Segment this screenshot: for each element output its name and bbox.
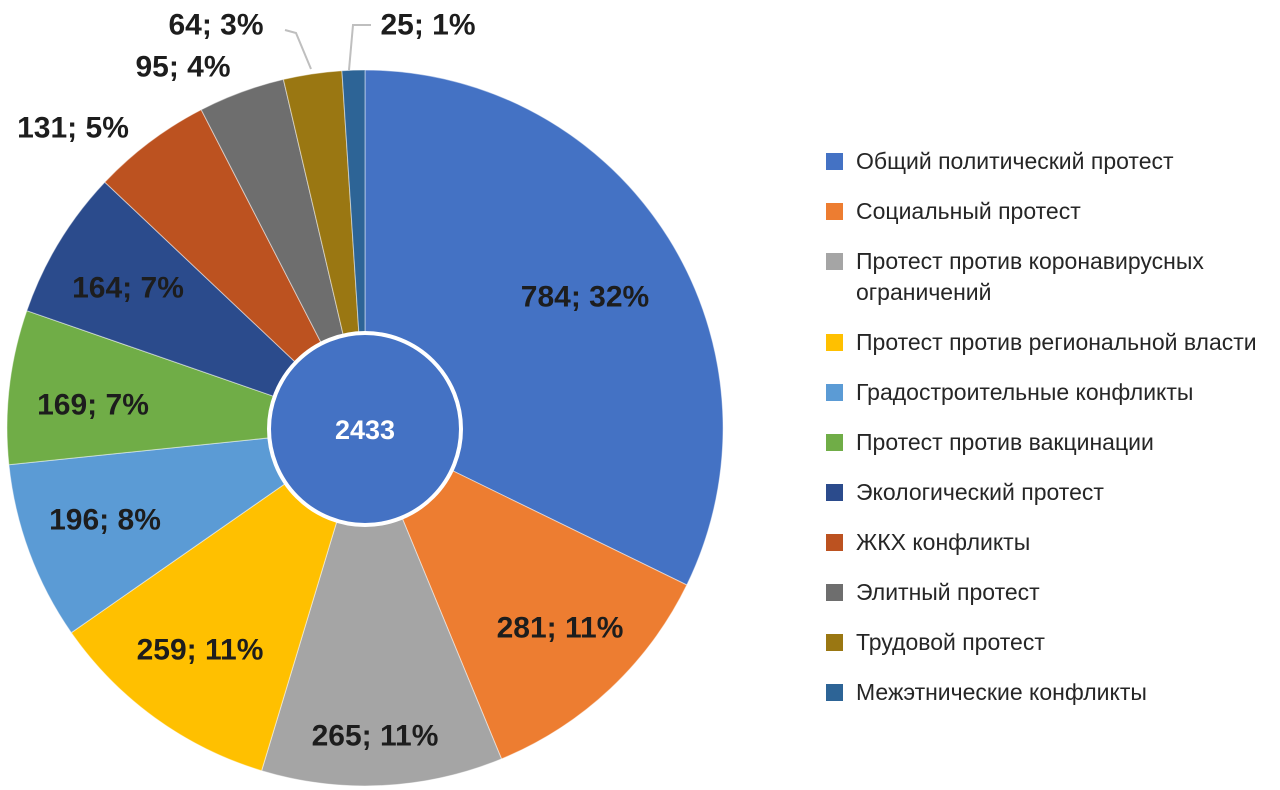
legend-item: Экологический протест xyxy=(826,477,1270,508)
pie-slice xyxy=(8,427,367,634)
leader-line xyxy=(348,24,371,71)
legend-label: Экологический протест xyxy=(856,479,1104,505)
pie-slice xyxy=(26,181,366,429)
pie-chart: 784; 32% 281; 11% 265; 11% 259; 11% 196; 8% 1… xyxy=(6,9,724,787)
legend-swatch xyxy=(826,434,843,451)
legend-swatch xyxy=(826,534,843,551)
legend-label: Протест против вакцинации xyxy=(856,429,1154,455)
chart-legend: Общий политический протест Социальный про… xyxy=(826,146,1270,708)
slice-data-label: 169; 7% xyxy=(37,389,149,422)
slice-data-label: 64; 3% xyxy=(168,9,263,42)
pie-slice xyxy=(70,426,366,772)
legend-label: ЖКХ конфликты xyxy=(856,529,1031,555)
legend-swatch xyxy=(826,203,843,220)
legend-item: Протест против коронавирусных ограничени… xyxy=(826,246,1270,308)
slice-data-label: 131; 5% xyxy=(17,112,129,145)
legend-swatch xyxy=(826,484,843,501)
legend-swatch xyxy=(826,684,843,701)
slice-data-label: 95; 4% xyxy=(135,51,230,84)
legend-item: Элитный протест xyxy=(826,577,1270,608)
legend-label: Социальный протест xyxy=(856,198,1081,224)
legend-item: Протест против региональной власти xyxy=(826,327,1270,358)
legend-label: Общий политический протест xyxy=(856,148,1174,174)
pie-slice xyxy=(260,426,503,787)
legend-item: Протест против вакцинации xyxy=(826,427,1270,458)
legend-swatch xyxy=(826,253,843,270)
total-count-label: 2433 xyxy=(335,415,395,445)
legend-label: Протест против коронавирусных ограничени… xyxy=(856,248,1204,305)
slice-data-label: 164; 7% xyxy=(72,272,184,305)
legend-label: Градостроительные конфликты xyxy=(856,379,1194,405)
legend-swatch xyxy=(826,384,843,401)
legend-swatch xyxy=(826,584,843,601)
leader-line xyxy=(284,29,312,70)
slice-data-label: 259; 11% xyxy=(137,634,264,667)
pie-slice xyxy=(364,426,688,760)
legend-label: Межэтнические конфликты xyxy=(856,679,1147,705)
slice-data-label: 196; 8% xyxy=(49,504,161,537)
slice-data-label: 784; 32% xyxy=(521,281,649,314)
slice-data-label: 25; 1% xyxy=(380,9,475,42)
legend-item: Градостроительные конфликты xyxy=(826,377,1270,408)
legend-item: ЖКХ конфликты xyxy=(826,527,1270,558)
legend-label: Трудовой протест xyxy=(856,629,1045,655)
legend-item: Трудовой протест xyxy=(826,627,1270,658)
legend-swatch xyxy=(826,334,843,351)
legend-swatch xyxy=(826,634,843,651)
legend-item: Социальный протест xyxy=(826,196,1270,227)
slice-data-label: 281; 11% xyxy=(497,612,624,645)
legend-swatch xyxy=(826,153,843,170)
legend-label: Протест против региональной власти xyxy=(856,329,1257,355)
pie-labels: 784; 32% 281; 11% 265; 11% 259; 11% 196; 8% 1… xyxy=(17,9,649,753)
legend-item: Общий политический протест xyxy=(826,146,1270,177)
donut-center-circle xyxy=(267,331,463,527)
legend-label: Элитный протест xyxy=(856,579,1040,605)
slice-data-label: 265; 11% xyxy=(312,720,439,753)
legend-item: Межэтнические конфликты xyxy=(826,677,1270,708)
